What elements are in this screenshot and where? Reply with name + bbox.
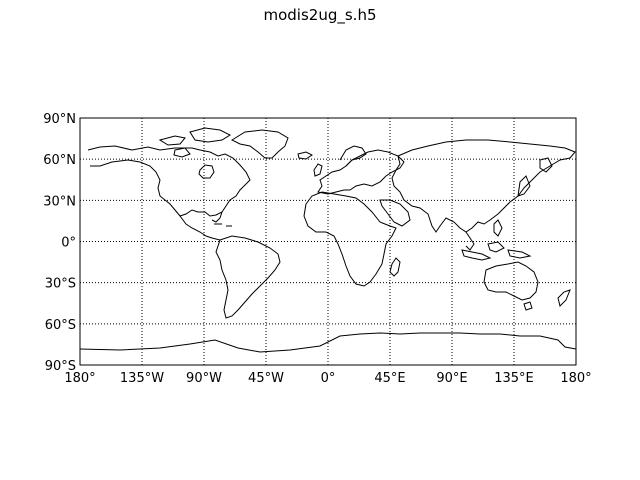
latitude-label: 30°N [43, 194, 76, 209]
longitude-labels: 180° 135°W 90°W 45°W 0° 45°E 90°E 135°E 180° [64, 371, 591, 386]
coast-indonesia [461, 241, 532, 261]
coast-hudson-bay [198, 164, 215, 179]
coast-japan [517, 175, 531, 197]
latitude-label: 30°S [45, 277, 76, 292]
coast-antarctica [79, 332, 577, 353]
coast-australia [483, 261, 539, 301]
coast-north-america [87, 145, 251, 217]
coast-greenland [230, 129, 289, 159]
coast-new-zealand [557, 289, 571, 307]
coast-madagascar [389, 257, 401, 277]
coast-philippines [493, 219, 503, 237]
coast-south-america [215, 235, 281, 319]
coast-arctic-islands [158, 127, 232, 158]
longitude-label: 90°E [436, 371, 467, 386]
latitude-label: 60°N [43, 153, 76, 168]
latitude-label: 0° [61, 236, 76, 251]
latitude-label: 90°N [43, 112, 76, 127]
longitude-label: 45°W [248, 371, 284, 386]
latitude-labels: 90°N 60°N 30°N 0° 30°S 60°S 90°S [43, 112, 76, 374]
map-title: modis2ug_s.h5 [263, 6, 377, 24]
longitude-label: 135°E [494, 371, 534, 386]
coast-british-isles [313, 163, 323, 177]
coast-tasmania [523, 301, 533, 311]
coast-europe [317, 149, 405, 195]
coast-central-america [179, 215, 221, 241]
latitude-label: 60°S [45, 318, 76, 333]
coast-africa [303, 191, 397, 287]
latitude-label: 90°S [45, 359, 76, 374]
map-frame [79, 117, 577, 366]
coast-asia [391, 139, 576, 233]
longitude-label: 135°W [120, 371, 164, 386]
longitude-label: 45°E [374, 371, 405, 386]
coast-indochina [465, 231, 475, 251]
longitude-label: 180° [64, 371, 95, 386]
longitude-label: 180° [560, 371, 591, 386]
coast-caribbean [214, 223, 232, 227]
coast-florida [211, 211, 223, 223]
longitude-label: 90°W [186, 371, 222, 386]
coastlines [79, 127, 577, 353]
coast-kamchatka [539, 157, 553, 173]
coast-iceland [297, 151, 313, 160]
longitude-label: 0° [321, 371, 336, 386]
coast-scandinavia [339, 145, 367, 167]
coast-arabia [379, 199, 411, 227]
